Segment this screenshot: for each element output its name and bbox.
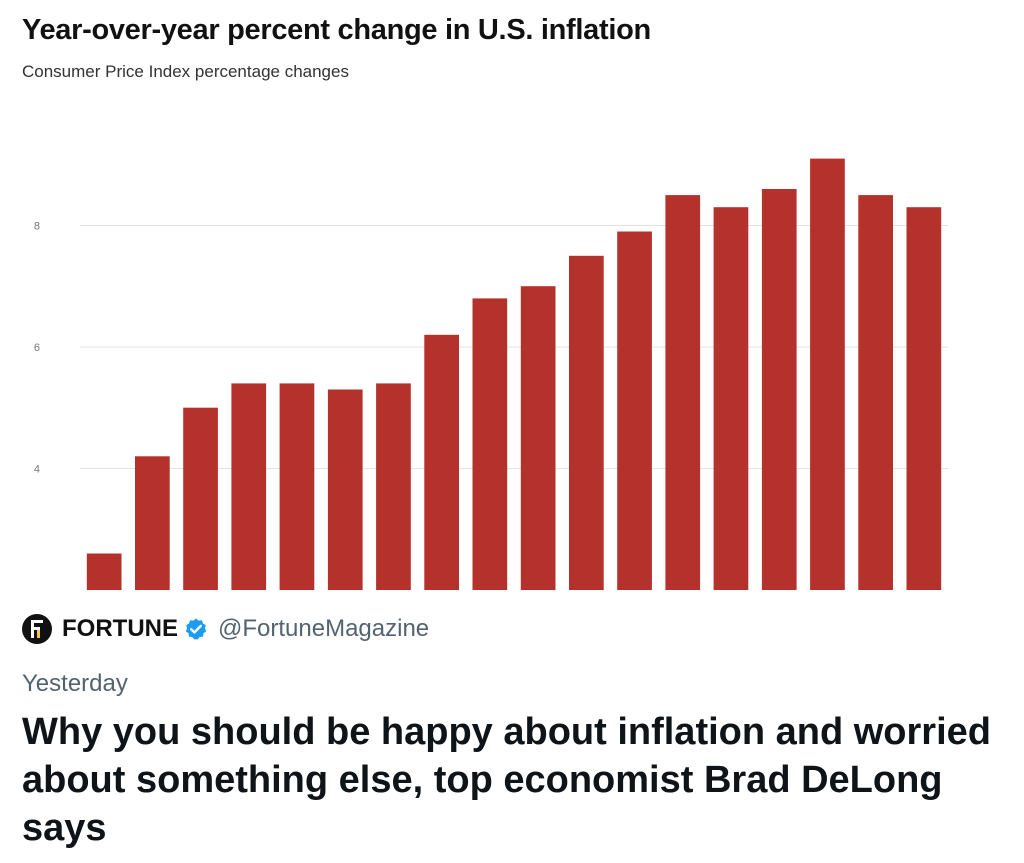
account-handle[interactable]: @FortuneMagazine bbox=[218, 615, 430, 642]
bar-3 bbox=[183, 407, 218, 590]
y-tick-label: 6 bbox=[34, 342, 40, 354]
chart-title: Year-over-year percent change in U.S. in… bbox=[22, 14, 651, 46]
bars bbox=[86, 158, 942, 591]
fortune-avatar[interactable] bbox=[22, 614, 52, 644]
bar-18 bbox=[906, 207, 942, 590]
bar-9 bbox=[472, 298, 508, 590]
bar-5 bbox=[279, 383, 315, 590]
bar-12 bbox=[617, 231, 652, 590]
y-tick-label: 4 bbox=[34, 463, 40, 475]
y-axis-ticks: 4 6 8 bbox=[34, 220, 40, 475]
y-tick-label: 8 bbox=[34, 220, 40, 232]
bar-15 bbox=[761, 189, 797, 590]
bar-17 bbox=[858, 195, 893, 590]
bar-2 bbox=[135, 456, 170, 590]
tweet-header: FORTUNE @FortuneMagazine bbox=[22, 612, 429, 646]
verified-badge-icon bbox=[185, 618, 207, 640]
fortune-logo-icon bbox=[31, 620, 43, 638]
grid-lines bbox=[80, 224, 948, 469]
bar-11 bbox=[569, 255, 604, 591]
bar-8 bbox=[424, 334, 459, 590]
bar-6 bbox=[327, 389, 363, 590]
account-name[interactable]: FORTUNE bbox=[62, 615, 178, 642]
inflation-bar-chart: 4 6 8 bbox=[34, 158, 948, 591]
bar-14 bbox=[713, 207, 749, 590]
bar-16 bbox=[810, 158, 845, 590]
bar-13 bbox=[665, 195, 701, 590]
chart-subtitle: Consumer Price Index percentage changes bbox=[22, 62, 349, 81]
tweet-headline[interactable]: Why you should be happy about inflation … bbox=[22, 711, 991, 849]
bar-1 bbox=[86, 553, 122, 590]
tweet-timestamp[interactable]: Yesterday bbox=[22, 670, 128, 697]
bar-7 bbox=[376, 383, 411, 590]
bar-10 bbox=[520, 286, 556, 590]
bar-4 bbox=[231, 383, 267, 590]
